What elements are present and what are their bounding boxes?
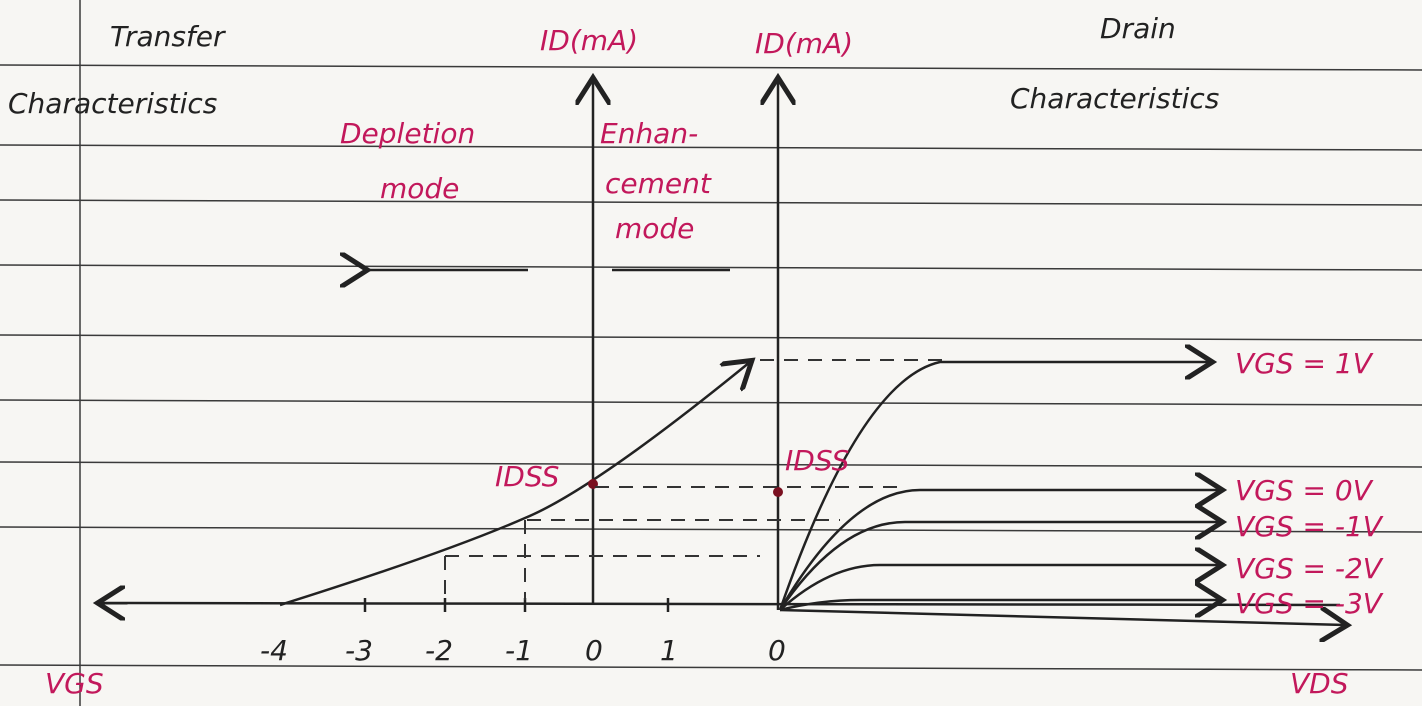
axis-label: ID(mA) <box>540 24 638 57</box>
curve-label: VGS = -2V <box>1235 552 1384 585</box>
axis-label: ID(mA) <box>755 27 853 60</box>
mode-label: Depletion <box>340 117 475 150</box>
axis-label: VDS <box>1290 667 1349 700</box>
title: Transfer <box>110 20 226 53</box>
title: Drain <box>1100 12 1176 45</box>
idss-label: IDSS <box>785 444 849 477</box>
mode-label: mode <box>615 212 694 245</box>
curve-label: VGS = 0V <box>1235 474 1374 507</box>
tick-label: 0 <box>585 634 603 667</box>
title: Characteristics <box>8 87 217 120</box>
tick-labels: -4 -3 -2 -1 0 1 <box>260 634 678 667</box>
curve-label: VGS = 1V <box>1235 347 1374 380</box>
tick-label: -3 <box>345 634 373 667</box>
transfer-curve <box>280 270 945 605</box>
idss-label: IDSS <box>495 460 559 493</box>
axis-label: VGS <box>45 667 104 700</box>
tick-label: 0 <box>768 634 786 667</box>
axes <box>100 80 1345 625</box>
curve-label: VGS = -1V <box>1235 510 1384 543</box>
tick-label: -4 <box>260 634 288 667</box>
mode-label: Enhan- <box>600 117 698 150</box>
tick-label: -1 <box>505 634 533 667</box>
curve-label: VGS = -3V <box>1235 587 1384 620</box>
labels: Transfer Characteristics Drain Character… <box>8 12 1349 700</box>
mode-label: mode <box>380 172 459 205</box>
tick-label: 1 <box>660 634 678 667</box>
notebook-page: Transfer Characteristics Drain Character… <box>0 0 1422 706</box>
title: Characteristics <box>1010 82 1219 115</box>
mode-label: cement <box>605 167 712 200</box>
tick-label: -2 <box>425 634 453 667</box>
